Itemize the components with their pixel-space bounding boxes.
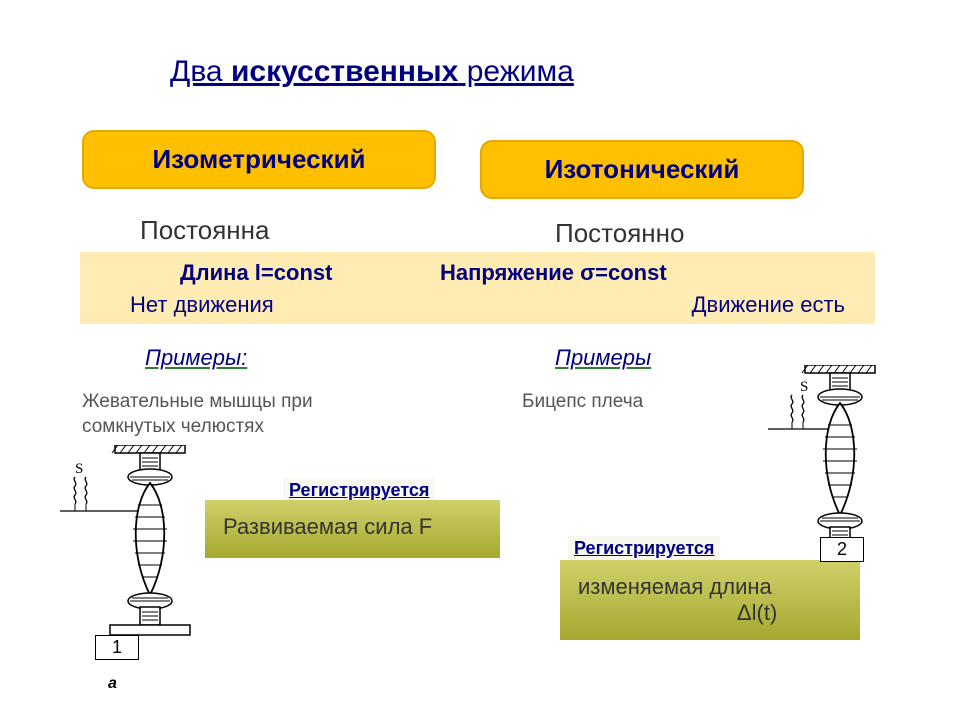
diagram-number-left: 1 xyxy=(95,635,139,660)
figure-caption-a: а xyxy=(108,675,117,693)
info-band: Длина l=const Напряжение σ=const Нет дви… xyxy=(80,252,875,324)
title-part2: искусственных xyxy=(231,55,458,88)
registered-label-right: Регистрируется xyxy=(568,536,720,561)
examples-label-left: Примеры: xyxy=(145,345,247,371)
mode-pill-isotonic: Изотонический xyxy=(480,140,804,199)
mode-name-right: Изотонический xyxy=(545,154,740,184)
result-text-left: Развиваемая сила F xyxy=(223,514,432,539)
mode-name-left: Изометрический xyxy=(152,144,365,174)
formula-left: Длина l=const xyxy=(180,260,332,286)
title-part3: режима xyxy=(458,55,574,88)
formula-right: Напряжение σ=const xyxy=(440,260,667,286)
motion-left: Нет движения xyxy=(130,292,274,318)
motion-right: Движение есть xyxy=(692,292,845,318)
svg-text:S: S xyxy=(75,461,83,477)
svg-text:S: S xyxy=(800,379,808,395)
result-text-right: изменяемая длина Δl(t) xyxy=(578,574,777,625)
constant-label-right: Постоянно xyxy=(555,218,684,249)
page-title: Два искусственных режима xyxy=(170,55,574,89)
mode-pill-isometric: Изометрический xyxy=(82,130,436,189)
example-text-left: Жевательные мышцы при сомкнутых челюстях xyxy=(82,390,382,439)
title-part1: Два xyxy=(170,55,231,88)
muscle-diagram-isometric: S xyxy=(60,445,220,660)
example-text-right: Бицепс плеча xyxy=(522,390,772,415)
diagram-number-right: 2 xyxy=(820,537,864,562)
constant-label-left: Постоянна xyxy=(140,215,269,246)
result-box-right: изменяемая длина Δl(t) xyxy=(560,560,860,640)
examples-label-right: Примеры xyxy=(555,345,651,371)
result-box-left: Развиваемая сила F xyxy=(205,500,500,558)
